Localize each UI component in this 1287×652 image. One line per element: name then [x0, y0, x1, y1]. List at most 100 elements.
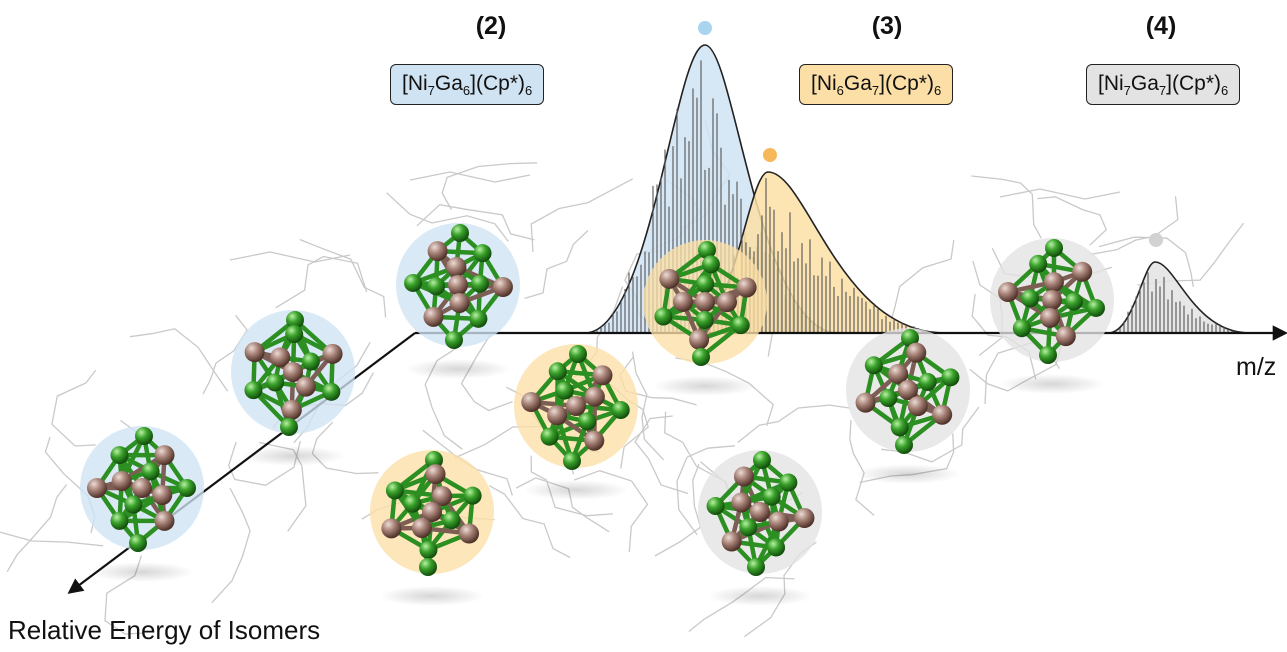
nickel-atom	[716, 292, 737, 313]
peak-marker	[763, 148, 777, 162]
formula-subscript: 6	[462, 83, 471, 98]
nickel-atom	[673, 291, 694, 312]
nickel-atom	[898, 380, 918, 400]
ligand-strand	[386, 192, 509, 242]
nickel-atom	[281, 399, 302, 420]
axes-layer	[67, 325, 1287, 594]
gallium-atom	[286, 311, 304, 329]
nickel-atom	[794, 507, 815, 528]
nickel-atom	[695, 292, 715, 312]
nickel-atom	[432, 486, 453, 507]
formula-part: Ga	[1130, 72, 1159, 95]
gallium-atom	[135, 427, 153, 445]
ligand-strand	[524, 230, 589, 300]
formula-part: Ga	[843, 72, 872, 95]
cluster-layer	[80, 223, 1114, 576]
nickel-atom	[659, 268, 680, 289]
formula-part: Ga	[434, 72, 463, 95]
nickel-atom	[270, 347, 291, 368]
nickel-atom	[584, 386, 605, 407]
x-axis-label: m/z	[1236, 353, 1277, 381]
gallium-atom	[753, 451, 771, 469]
gallium-atom	[1039, 346, 1057, 364]
gallium-atom	[178, 479, 196, 497]
peak-marker	[698, 21, 712, 35]
gallium-atom	[731, 316, 750, 335]
gallium-atom	[1012, 319, 1031, 338]
gallium-atom	[445, 331, 463, 349]
y-axis-label: Relative Energy of Isomers	[8, 615, 321, 645]
gallium-atom	[767, 538, 786, 557]
gallium-atom	[918, 372, 937, 391]
gallium-atom	[419, 540, 438, 559]
gallium-atom	[706, 497, 725, 516]
gallium-atom	[322, 382, 341, 401]
formula-part: ](Cp*)	[879, 72, 934, 95]
nickel-atom	[322, 343, 343, 364]
gallium-atom	[301, 352, 320, 371]
metal-cluster	[514, 344, 638, 470]
ligand-strand	[849, 419, 875, 516]
nickel-atom	[154, 510, 175, 531]
nickel-atom	[154, 445, 175, 466]
metal-cluster	[80, 426, 204, 552]
gallium-atom	[427, 277, 446, 296]
ligand-strand	[441, 162, 538, 211]
nickel-atom	[888, 363, 909, 384]
gallium-atom	[280, 418, 298, 436]
nickel-atom	[736, 277, 757, 298]
gallium-atom	[419, 558, 437, 576]
nickel-atom	[750, 502, 770, 522]
cluster-shadow	[379, 586, 485, 606]
cluster-shadow	[89, 562, 195, 582]
gallium-atom	[895, 436, 913, 454]
ligand-strand	[488, 485, 571, 559]
ligand-strand	[0, 531, 104, 547]
nickel-atom	[1040, 307, 1061, 328]
gallium-atom	[1021, 289, 1040, 308]
gallium-atom	[124, 495, 143, 514]
ligand-strand	[460, 334, 513, 412]
ligand-strand	[737, 404, 851, 444]
ligand-strand	[530, 178, 634, 253]
nickel-atom	[566, 396, 586, 416]
formula-subscript: 6	[1221, 83, 1229, 98]
gallium-atom	[141, 462, 160, 481]
nickel-atom	[448, 275, 468, 295]
gallium-atom	[110, 511, 129, 530]
compound-number-3: (3)	[871, 12, 903, 40]
formula-subscript: 7	[1123, 83, 1131, 98]
gallium-atom	[1029, 254, 1048, 273]
nickel-atom	[425, 464, 446, 485]
nickel-atom	[427, 241, 448, 262]
cluster-shadow	[855, 464, 961, 484]
ligand-strand	[299, 238, 387, 318]
metal-cluster	[643, 240, 767, 366]
nickel-atom	[244, 342, 265, 363]
ligand-strand	[202, 314, 248, 395]
compound-number-2: (2)	[475, 12, 507, 40]
gallium-atom	[779, 473, 798, 492]
formula-label-2: [Ni7Ga6](Cp*)6	[390, 64, 545, 105]
ligand-strand	[409, 171, 531, 183]
compound-number-4: (4)	[1145, 12, 1177, 40]
ligand-strand	[889, 239, 955, 325]
gallium-atom	[266, 373, 285, 392]
metal-cluster	[396, 223, 520, 349]
nickel-atom	[907, 396, 928, 417]
nickel-atom	[111, 470, 132, 491]
gallium-atom	[403, 494, 422, 513]
gallium-atom	[695, 310, 714, 329]
nickel-atom	[932, 404, 953, 425]
gallium-atom	[540, 427, 559, 446]
nickel-atom	[295, 376, 316, 397]
gallium-atom	[548, 362, 567, 381]
ligand-strand	[129, 328, 229, 392]
gallium-atom	[864, 356, 883, 375]
cluster-shadow	[523, 480, 629, 500]
formula-subscript: 7	[871, 83, 880, 98]
gallium-atom	[698, 241, 716, 259]
nickel-atom	[906, 342, 927, 363]
ligand-strand	[416, 204, 535, 241]
ligand-strand	[971, 175, 1042, 239]
